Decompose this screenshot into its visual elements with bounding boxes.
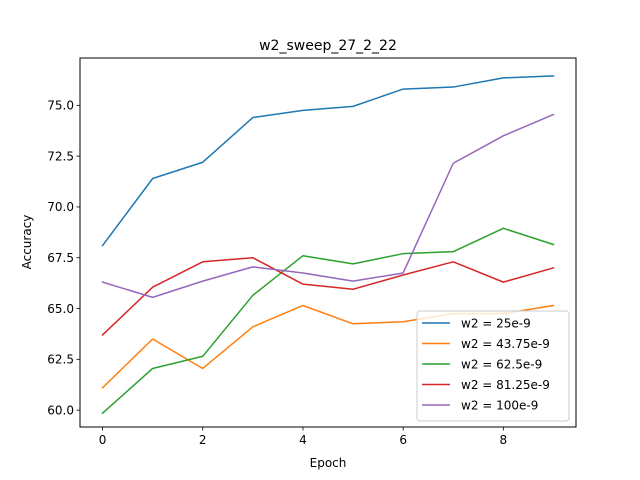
y-axis: 60.0 62.5 65.0 67.5 70.0 72.5 75.0 (47, 99, 80, 417)
x-axis: 0 2 4 6 8 (99, 427, 507, 447)
legend-label: w2 = 62.5e-9 (461, 357, 542, 371)
x-tick-label: 4 (299, 433, 307, 447)
legend-box (416, 310, 570, 422)
series-line-3 (101, 227, 555, 415)
legend-label: w2 = 81.25e-9 (461, 378, 550, 392)
y-tick-label: 70.0 (47, 200, 74, 214)
legend-label: w2 = 25e-9 (461, 316, 531, 330)
y-tick-label: 72.5 (47, 149, 74, 163)
plot-frame (79, 57, 577, 428)
legend-label: w2 = 43.75e-9 (461, 337, 550, 351)
series-line-5 (101, 113, 555, 299)
x-tick-label: 2 (199, 433, 207, 447)
legend-label: w2 = 100e-9 (461, 398, 538, 412)
y-axis-label: Accuracy (20, 215, 34, 270)
legend: w2 = 25e-9 w2 = 43.75e-9 w2 = 62.5e-9 w2 = … (416, 310, 570, 422)
plot-lines (101, 75, 555, 415)
y-tick-label: 65.0 (47, 302, 74, 316)
y-tick-label: 62.5 (47, 353, 74, 367)
y-tick-label: 75.0 (47, 99, 74, 113)
y-tick-label: 67.5 (47, 251, 74, 265)
chart-title: w2_sweep_27_2_22 (259, 38, 397, 54)
series-line-1 (101, 75, 555, 247)
series-line-4 (101, 256, 555, 337)
x-tick-label: 6 (399, 433, 407, 447)
x-axis-label: Epoch (310, 456, 347, 470)
y-tick-label: 60.0 (47, 403, 74, 417)
x-tick-label: 8 (500, 433, 508, 447)
x-tick-label: 0 (99, 433, 107, 447)
